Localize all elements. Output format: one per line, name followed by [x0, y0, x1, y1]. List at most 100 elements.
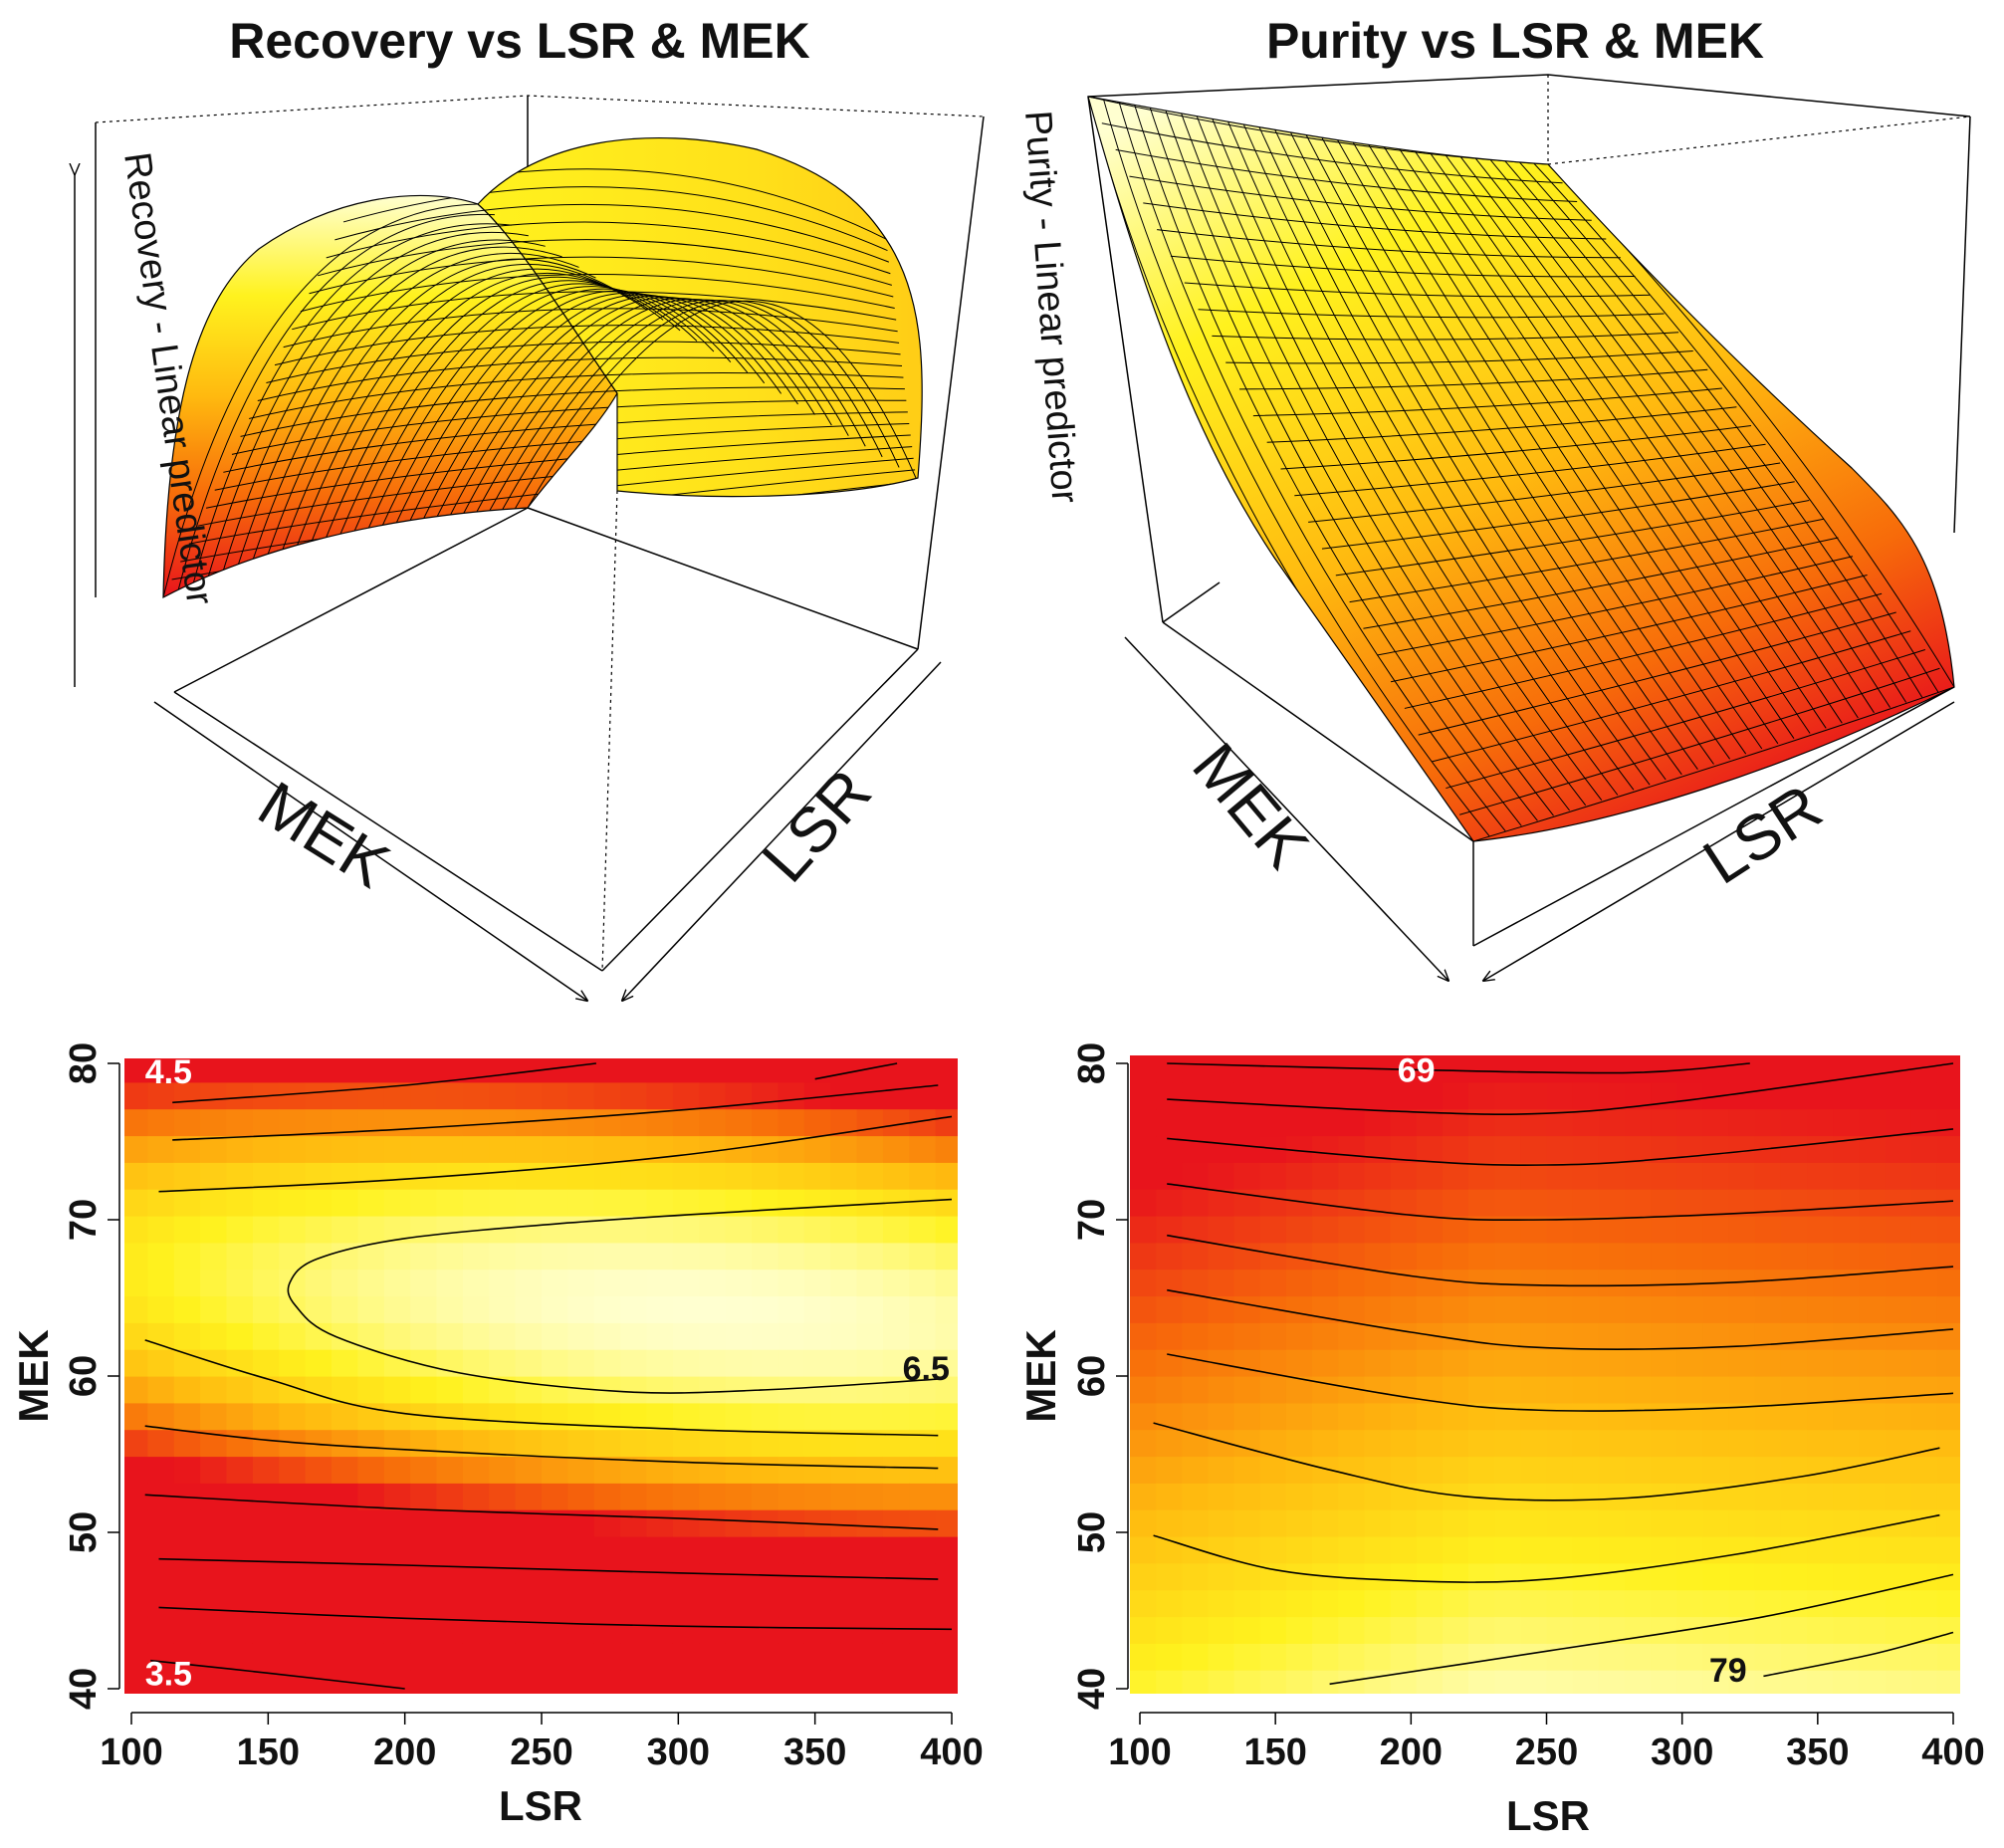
- recovery-heat-cell: [410, 1562, 438, 1591]
- recovery-contour-label: 6.5: [903, 1350, 950, 1388]
- recovery-heat-cell: [305, 1616, 333, 1644]
- recovery-y-tick-label: 70: [63, 1199, 105, 1241]
- purity-heat-cell: [1285, 1349, 1313, 1377]
- recovery-contour-line: [287, 1198, 953, 1394]
- recovery-contour-line: [144, 1494, 939, 1530]
- purity-heat-cell: [1208, 1402, 1235, 1431]
- recovery-heat-cell: [147, 1456, 175, 1484]
- purity-heat-cell: [1416, 1242, 1444, 1270]
- purity-mesh-line: [1184, 282, 1651, 298]
- recovery-heat-cell: [725, 1108, 753, 1137]
- recovery-heat-cell: [383, 1135, 411, 1163]
- purity-heat-cell: [1885, 1055, 1912, 1083]
- purity-heat-cell: [1494, 1055, 1521, 1083]
- purity-heat-cell: [1651, 1402, 1677, 1431]
- purity-heat-cell: [1130, 1242, 1157, 1270]
- recovery-heat-cell: [383, 1643, 411, 1671]
- purity-x-tick-label: 100: [1108, 1732, 1171, 1773]
- purity-heat-cell: [1156, 1562, 1183, 1591]
- purity-heat-cell: [1728, 1376, 1756, 1404]
- purity-heat-cell: [1572, 1295, 1600, 1323]
- purity-mesh-line: [1394, 141, 1795, 739]
- recovery-heat-cell: [226, 1081, 254, 1110]
- recovery-heat-cell: [699, 1483, 727, 1510]
- recovery-mek-label: MEK: [247, 768, 402, 902]
- recovery-heat-cell: [699, 1189, 727, 1217]
- purity-heat-cell: [1572, 1402, 1600, 1431]
- purity-heat-cell: [1390, 1376, 1418, 1404]
- recovery-heat-cell: [357, 1135, 385, 1163]
- recovery-heat-cell: [332, 1456, 358, 1484]
- recovery-heat-cell: [226, 1216, 254, 1244]
- purity-mesh-line: [1118, 101, 1506, 831]
- purity-heat-cell: [1494, 1295, 1521, 1323]
- recovery-heat-cell: [200, 1189, 228, 1217]
- purity-heat-cell: [1208, 1055, 1235, 1083]
- purity-mesh-line: [1088, 97, 1549, 165]
- purity-heat-cell: [1416, 1643, 1444, 1671]
- purity-heat-cell: [1807, 1295, 1834, 1323]
- purity-heat-cell: [1208, 1643, 1235, 1671]
- recovery-heat-cell: [436, 1108, 464, 1137]
- purity-mesh-line: [1225, 350, 1693, 364]
- purity-heat-cell: [1572, 1081, 1600, 1110]
- purity-heat-cell: [1859, 1162, 1887, 1190]
- purity-mesh-line: [1379, 138, 1779, 745]
- purity-heat-cell: [1859, 1670, 1887, 1694]
- purity-heat-cell: [1910, 1376, 1938, 1404]
- purity-heat-cell: [1936, 1269, 1960, 1297]
- recovery-heat-cell: [672, 1135, 700, 1163]
- recovery-heat-cell: [279, 1081, 307, 1110]
- recovery-mesh-line: [300, 274, 895, 313]
- purity-heat-cell: [1494, 1269, 1521, 1297]
- recovery-heat-cell: [778, 1643, 805, 1671]
- recovery-heat-cell: [830, 1295, 858, 1323]
- purity-heat-cell: [1468, 1562, 1495, 1591]
- purity-heat-cell: [1676, 1135, 1704, 1163]
- recovery-heat-cell: [410, 1509, 438, 1537]
- recovery-heat-cell: [436, 1670, 464, 1694]
- recovery-heat-cell: [803, 1589, 831, 1618]
- recovery-heat-cell: [436, 1295, 464, 1323]
- recovery-heat-cell: [252, 1108, 280, 1137]
- purity-heat-cell: [1233, 1295, 1261, 1323]
- purity-heat-cell: [1468, 1108, 1495, 1137]
- purity-heat-cell: [1130, 1509, 1157, 1537]
- recovery-x-tick-label: 200: [373, 1732, 436, 1773]
- recovery-heat-cell: [252, 1536, 280, 1564]
- recovery-heat-cell: [882, 1135, 910, 1163]
- purity-heat-cell: [1910, 1456, 1938, 1484]
- purity-heat-cell: [1259, 1269, 1287, 1297]
- recovery-heat-cell: [856, 1483, 884, 1510]
- recovery-heat-cell: [332, 1081, 358, 1110]
- purity-heat-cell: [1546, 1376, 1574, 1404]
- recovery-heat-cell: [909, 1670, 937, 1694]
- recovery-surface: [162, 137, 923, 599]
- purity-heat-cell: [1625, 1616, 1652, 1644]
- recovery-contour-line: [172, 1084, 939, 1141]
- purity-heat-cell: [1156, 1616, 1183, 1644]
- purity-heat-cell: [1780, 1242, 1808, 1270]
- purity-heat-cell: [1468, 1509, 1495, 1537]
- recovery-heat-cell: [147, 1242, 175, 1270]
- recovery-heat-cell: [436, 1269, 464, 1297]
- recovery-heat-cell: [699, 1429, 727, 1458]
- purity-heat-cell: [1364, 1349, 1392, 1377]
- recovery-heat-cell: [383, 1456, 411, 1484]
- recovery-heat-cell: [383, 1402, 411, 1431]
- recovery-heat-cell: [542, 1456, 568, 1484]
- recovery-heat-cell: [147, 1670, 175, 1694]
- purity-heat-cell: [1416, 1055, 1444, 1083]
- purity-heat-cell: [1728, 1189, 1756, 1217]
- purity-heat-cell: [1833, 1269, 1860, 1297]
- recovery-heat-cell: [147, 1376, 175, 1404]
- purity-mesh-line: [1446, 649, 1926, 790]
- recovery-heat-cell: [410, 1135, 438, 1163]
- recovery-heat-cell: [567, 1483, 595, 1510]
- purity-heat-cell: [1312, 1108, 1339, 1137]
- recovery-heat-cell: [124, 1242, 148, 1270]
- purity-heat-cell: [1780, 1135, 1808, 1163]
- purity-heat-cell: [1285, 1562, 1313, 1591]
- purity-heat-cell: [1546, 1269, 1574, 1297]
- recovery-contour-label: 4.5: [145, 1053, 192, 1091]
